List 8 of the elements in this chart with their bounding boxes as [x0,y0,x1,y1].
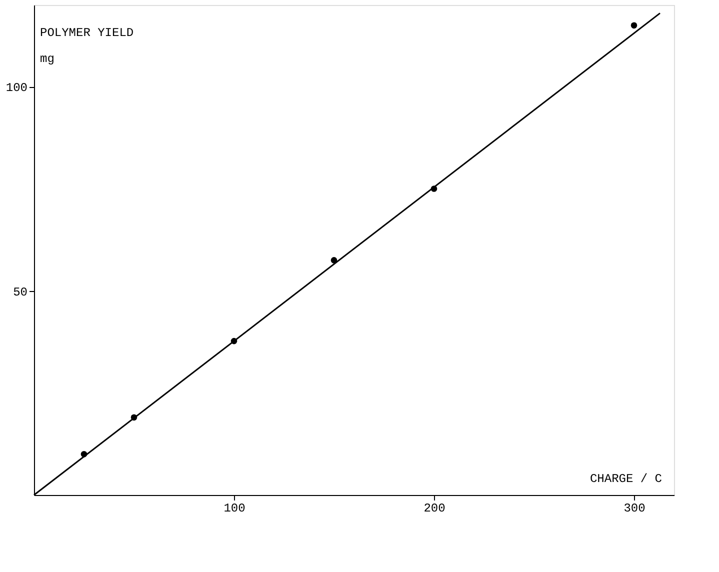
point [330,257,338,264]
point [630,22,638,29]
y-axis-title: POLYMER YIELD mg [40,26,134,66]
x-tick-label: 200 [424,502,446,516]
x-tick-label: 100 [224,502,246,516]
x-tick-label: 300 [624,502,646,516]
y-tick-label: 50 [13,285,28,300]
x-axis-title: CHARGE / C [590,472,662,486]
